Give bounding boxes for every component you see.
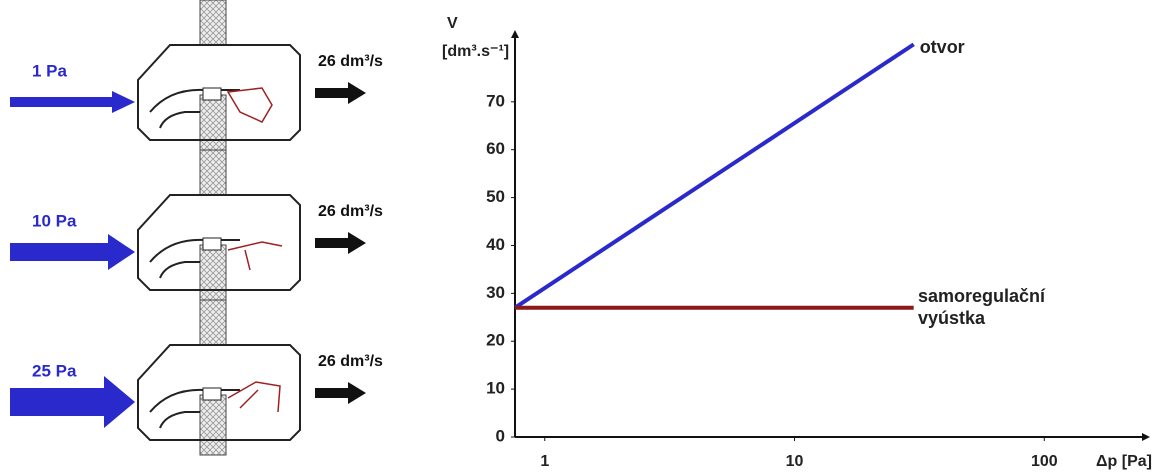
pressure-label: 25 Pa [32,361,77,380]
wall [199,299,227,346]
x-tick-label: 1 [540,453,549,470]
y-tick-label: 0 [496,426,505,445]
pressure-arrow [10,234,135,270]
y-tick-label: 30 [486,283,505,302]
vent-panel: 1 Pa 26 dm³/s [10,0,383,156]
y-tick-label: 40 [486,235,505,254]
y-tick-label: 50 [486,187,505,206]
pressure-arrow [10,376,135,428]
flow-arrow [315,382,366,404]
y-tick-label: 70 [486,91,505,110]
wall [199,0,227,46]
wall [199,149,227,196]
series-label: samoregulační vyústka [918,286,1046,328]
y-axis-label: V [447,15,458,32]
y-tick-label: 10 [486,379,505,398]
y-axis-unit: [dm³.s⁻¹] [442,43,509,60]
x-axis-arrow [1142,433,1150,441]
vent-panel: 25 Pa 26 dm³/s [10,299,383,456]
flow-label: 26 dm³/s [318,353,383,370]
flap [227,381,281,413]
flap [227,241,283,271]
pressure-label: 10 Pa [32,211,77,230]
flow-label: 26 dm³/s [318,53,383,70]
vent-panel: 10 Pa 26 dm³/s [10,149,383,306]
y-tick-label: 20 [486,331,505,350]
wall [199,94,227,156]
pressure-arrow [10,91,135,113]
flow-label: 26 dm³/s [318,203,383,220]
series-label: otvor [920,37,965,57]
pressure-label: 1 Pa [32,61,68,80]
wall [199,394,227,456]
series-line [513,42,915,310]
y-tick-label: 60 [486,139,505,158]
x-axis-label: Δp [Pa] [1096,453,1152,470]
wall [199,244,227,306]
vent-clip [202,387,222,401]
x-tick-label: 10 [786,453,804,470]
flow-arrow [315,232,366,254]
vent-body [137,344,301,441]
y-axis-arrow [511,30,519,38]
vent-clip [202,87,222,101]
flow-arrow [315,82,366,104]
vent-clip [202,237,222,251]
x-tick-label: 100 [1031,453,1058,470]
flap [226,87,273,123]
vent-body [137,194,301,291]
vent-body [137,44,301,141]
